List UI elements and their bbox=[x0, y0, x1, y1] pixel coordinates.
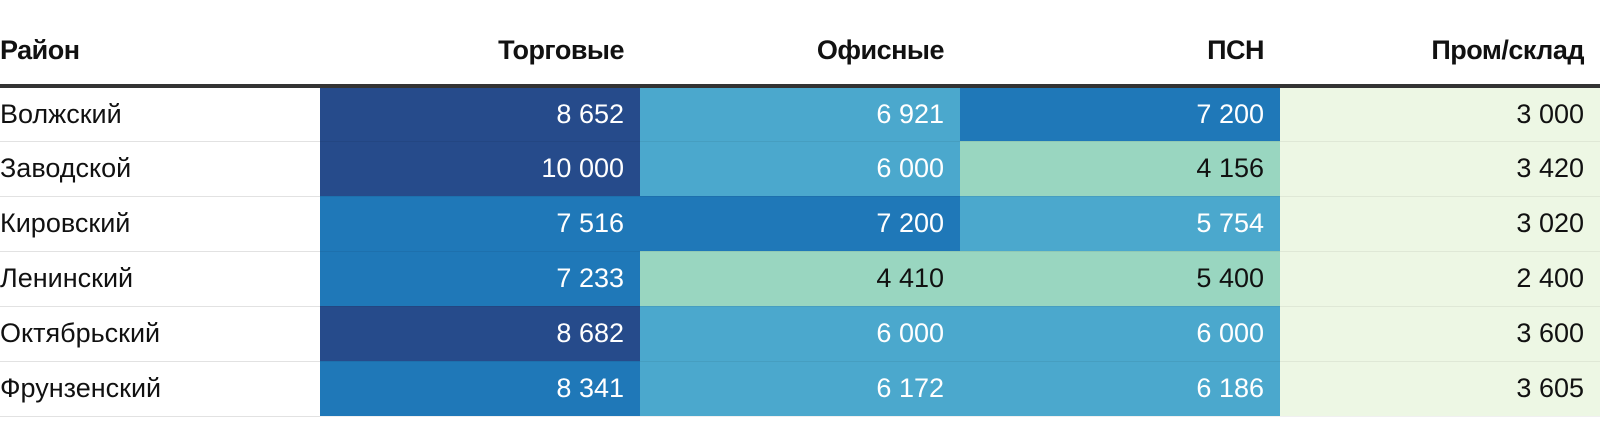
heatmap-cell-retail: 7 516 bbox=[320, 196, 640, 252]
heatmap-cell-industrial: 3 020 bbox=[1280, 196, 1600, 252]
heatmap-cell-psn: 6 186 bbox=[960, 361, 1280, 417]
heatmap-cell-psn: 7 200 bbox=[960, 86, 1280, 142]
heatmap-cell-retail: 8 652 bbox=[320, 86, 640, 142]
header-row: Район Торговые Офисные ПСН Пром/склад bbox=[0, 0, 1600, 88]
table-row: Кировский 7 516 7 200 5 754 3 020 bbox=[0, 196, 1600, 252]
heatmap-cell-retail: 10 000 bbox=[320, 141, 640, 197]
district-name-cell: Волжский bbox=[0, 86, 320, 142]
heatmap-cell-office: 6 000 bbox=[640, 141, 960, 197]
table-body: Волжский 8 652 6 921 7 200 3 000 Заводской 10 … bbox=[0, 86, 1600, 417]
table-row: Заводской 10 000 6 000 4 156 3 420 bbox=[0, 141, 1600, 197]
heatmap-cell-office: 6 000 bbox=[640, 306, 960, 362]
heatmap-cell-industrial: 3 000 bbox=[1280, 86, 1600, 142]
district-name-cell: Кировский bbox=[0, 196, 320, 252]
column-header-office: Офисные bbox=[640, 0, 960, 88]
heatmap-cell-office: 6 172 bbox=[640, 361, 960, 417]
heatmap-cell-office: 6 921 bbox=[640, 86, 960, 142]
column-header-industrial: Пром/склад bbox=[1280, 0, 1600, 88]
district-name-cell: Ленинский bbox=[0, 251, 320, 307]
heatmap-cell-industrial: 3 600 bbox=[1280, 306, 1600, 362]
heatmap-cell-office: 4 410 bbox=[640, 251, 960, 307]
district-name-cell: Октябрьский bbox=[0, 306, 320, 362]
table-header: Район Торговые Офисные ПСН Пром/склад bbox=[0, 0, 1600, 88]
table-row: Волжский 8 652 6 921 7 200 3 000 bbox=[0, 86, 1600, 142]
district-name-cell: Фрунзенский bbox=[0, 361, 320, 417]
heatmap-cell-psn: 5 754 bbox=[960, 196, 1280, 252]
table-row: Октябрьский 8 682 6 000 6 000 3 600 bbox=[0, 306, 1600, 362]
district-name-cell: Заводской bbox=[0, 141, 320, 197]
heatmap-table: Район Торговые Офисные ПСН Пром/склад Во… bbox=[0, 0, 1600, 417]
table-row: Ленинский 7 233 4 410 5 400 2 400 bbox=[0, 251, 1600, 307]
column-header-psn: ПСН bbox=[960, 0, 1280, 88]
table-row: Фрунзенский 8 341 6 172 6 186 3 605 bbox=[0, 361, 1600, 417]
heatmap-cell-psn: 4 156 bbox=[960, 141, 1280, 197]
heatmap-cell-psn: 5 400 bbox=[960, 251, 1280, 307]
column-header-retail: Торговые bbox=[320, 0, 640, 88]
heatmap-cell-industrial: 2 400 bbox=[1280, 251, 1600, 307]
heatmap-cell-psn: 6 000 bbox=[960, 306, 1280, 362]
heatmap-cell-retail: 8 682 bbox=[320, 306, 640, 362]
heatmap-cell-industrial: 3 420 bbox=[1280, 141, 1600, 197]
heatmap-cell-retail: 8 341 bbox=[320, 361, 640, 417]
heatmap-cell-office: 7 200 bbox=[640, 196, 960, 252]
column-header-district: Район bbox=[0, 0, 320, 88]
heatmap-cell-retail: 7 233 bbox=[320, 251, 640, 307]
heatmap-cell-industrial: 3 605 bbox=[1280, 361, 1600, 417]
